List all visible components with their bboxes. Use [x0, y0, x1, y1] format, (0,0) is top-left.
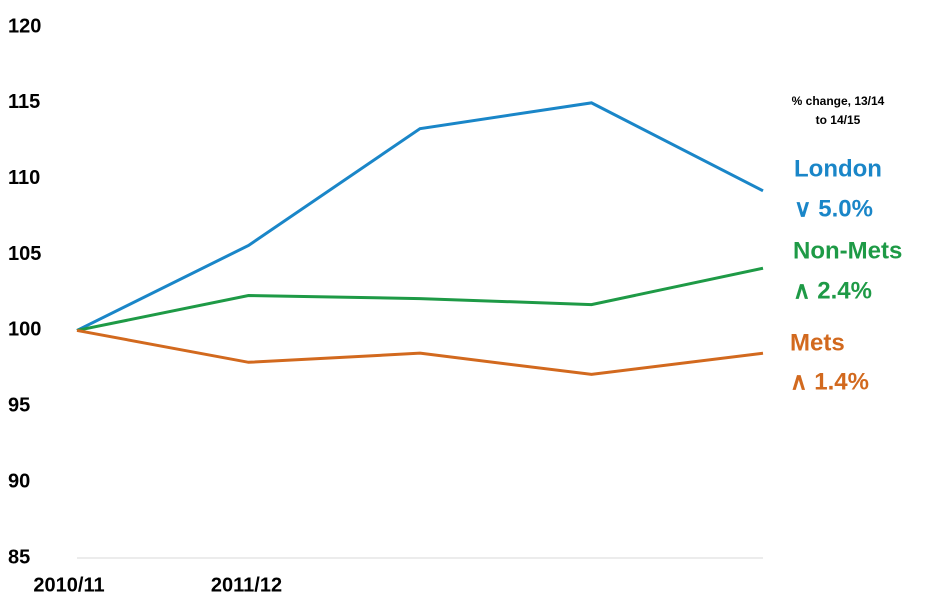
y-tick-label: 100: [8, 319, 41, 341]
series-line: [76, 101, 764, 332]
y-tick-label: 105: [8, 243, 41, 265]
legend-label: London: [794, 155, 882, 182]
y-tick-label: 95: [8, 395, 30, 417]
series-line: [76, 328, 764, 376]
y-tick-label: 85: [8, 546, 30, 568]
legend-label: Mets: [790, 329, 845, 356]
change-label: ∨ 5.0%: [794, 195, 873, 222]
x-tick-label: 2011/12: [211, 574, 282, 596]
x-tick-label: 2010/11: [33, 574, 104, 596]
change-label: ∧ 2.4%: [793, 277, 872, 304]
change-label: ∧ 1.4%: [790, 368, 869, 395]
y-tick-label: 90: [8, 470, 30, 492]
y-tick-label: 115: [8, 91, 40, 113]
y-tick-label: 110: [8, 167, 40, 189]
annotation: to 14/15: [816, 113, 861, 127]
series-line: [76, 266, 764, 332]
legend-label: Non-Mets: [793, 237, 902, 264]
y-tick-label: 120: [8, 15, 41, 37]
annotation: % change, 13/14: [792, 94, 885, 108]
